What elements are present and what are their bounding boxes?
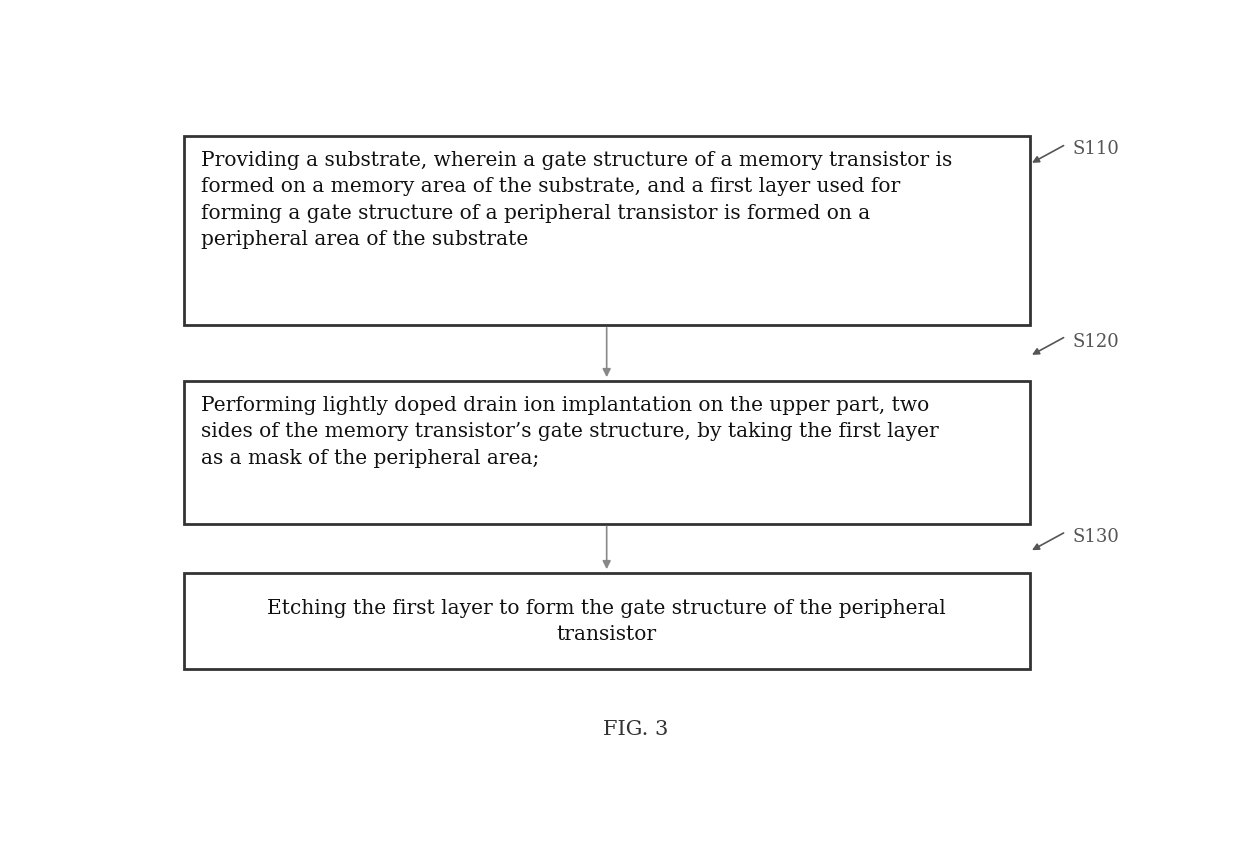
Text: S110: S110 [1073, 139, 1120, 157]
Text: FIG. 3: FIG. 3 [603, 720, 668, 739]
Text: S130: S130 [1073, 528, 1120, 546]
Text: Providing a substrate, wherein a gate structure of a memory transistor is
formed: Providing a substrate, wherein a gate st… [201, 150, 952, 249]
Bar [184, 137, 1029, 325]
Text: S120: S120 [1073, 333, 1120, 351]
Bar [184, 574, 1029, 669]
Text: Etching the first layer to form the gate structure of the peripheral
transistor: Etching the first layer to form the gate… [268, 599, 946, 644]
Bar [184, 381, 1029, 524]
Text: Performing lightly doped drain ion implantation on the upper part, two
sides of : Performing lightly doped drain ion impla… [201, 396, 939, 468]
